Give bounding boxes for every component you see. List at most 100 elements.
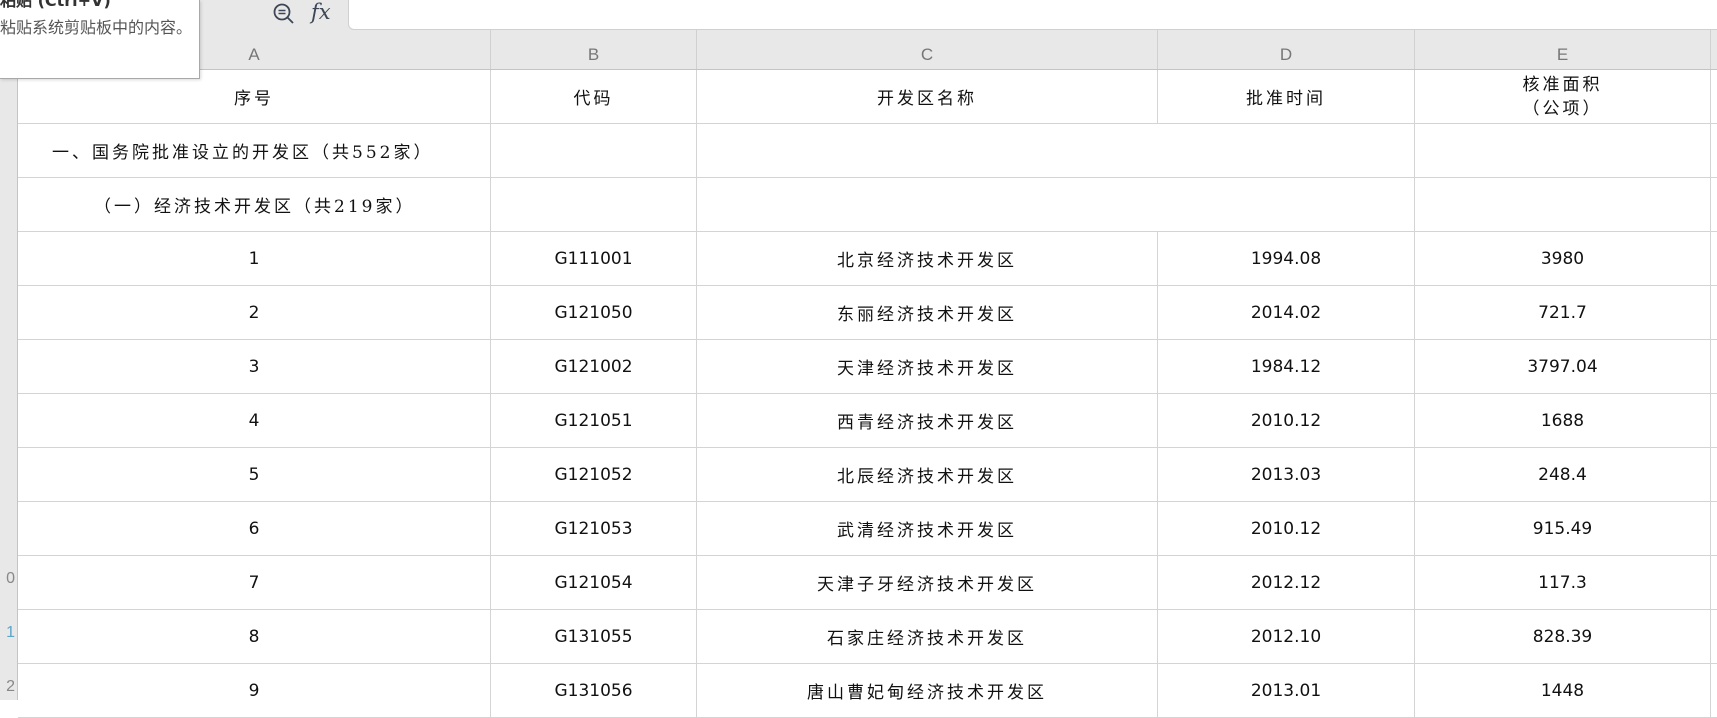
cell-no[interactable]: 4 <box>18 394 491 447</box>
cell-area[interactable]: 248.4 <box>1415 448 1711 501</box>
cell-name[interactable]: 天津子牙经济技术开发区 <box>697 556 1158 609</box>
cell[interactable]: 开发区名称 <box>697 70 1158 123</box>
cell-value: 3980 <box>1540 248 1585 269</box>
cell[interactable] <box>697 178 1158 231</box>
cell-code[interactable]: G131056 <box>491 664 697 717</box>
cell-code[interactable]: G121054 <box>491 556 697 609</box>
cell[interactable]: 序号 <box>18 70 491 123</box>
cell-value: 9 <box>248 680 260 701</box>
cell-name[interactable]: 武清经济技术开发区 <box>697 502 1158 555</box>
column-header-b[interactable]: B <box>491 30 697 69</box>
cell-name[interactable]: 西青经济技术开发区 <box>697 394 1158 447</box>
cell-code[interactable]: G121050 <box>491 286 697 339</box>
cell-date[interactable]: 1994.08 <box>1158 232 1415 285</box>
cell-value: 1994.08 <box>1250 248 1322 269</box>
cell-value: 3 <box>248 356 260 377</box>
cell-date[interactable]: 2010.12 <box>1158 394 1415 447</box>
cell[interactable] <box>491 124 697 177</box>
section-title: 一、国务院批准设立的开发区（共552家） <box>52 143 434 163</box>
cell-value: 2012.12 <box>1250 572 1322 593</box>
cell-no[interactable]: 6 <box>18 502 491 555</box>
row-number[interactable]: 1 <box>6 624 15 641</box>
cell-code[interactable]: G121053 <box>491 502 697 555</box>
cell-area[interactable]: 828.39 <box>1415 610 1711 663</box>
formula-bar: fx <box>0 0 1717 30</box>
cell-date[interactable]: 1984.12 <box>1158 340 1415 393</box>
cell-date[interactable]: 2014.02 <box>1158 286 1415 339</box>
cell-code[interactable]: G121002 <box>491 340 697 393</box>
cell[interactable] <box>1158 178 1415 231</box>
zoom-out-icon[interactable] <box>272 2 296 26</box>
cell-area[interactable]: 3797.04 <box>1415 340 1711 393</box>
cell-name[interactable]: 唐山曹妃甸经济技术开发区 <box>697 664 1158 717</box>
cell-value: G121051 <box>554 410 633 431</box>
cell-date[interactable]: 2012.10 <box>1158 610 1415 663</box>
table-row: 3 G121002 天津经济技术开发区 1984.12 3797.04 <box>18 340 1717 394</box>
section-row: 一、国务院批准设立的开发区（共552家） <box>18 124 1717 178</box>
cell-date[interactable]: 2010.12 <box>1158 502 1415 555</box>
paste-tooltip: 粘贴 (Ctrl+V) 粘贴系统剪贴板中的内容。 <box>0 0 200 79</box>
cell-code[interactable]: G121051 <box>491 394 697 447</box>
cell-no[interactable]: 3 <box>18 340 491 393</box>
cell-no[interactable]: 8 <box>18 610 491 663</box>
cell-area[interactable]: 117.3 <box>1415 556 1711 609</box>
cell[interactable] <box>697 124 1158 177</box>
cell-date[interactable]: 2013.01 <box>1158 664 1415 717</box>
cell-date[interactable]: 2012.12 <box>1158 556 1415 609</box>
cell-code[interactable]: G111001 <box>491 232 697 285</box>
cell-value: 武清经济技术开发区 <box>837 521 1017 541</box>
cell[interactable] <box>1415 124 1711 177</box>
cell-no[interactable]: 2 <box>18 286 491 339</box>
fx-icon[interactable]: fx <box>311 0 331 24</box>
cell[interactable]: （一）经济技术开发区（共219家） <box>18 178 491 231</box>
column-header-c[interactable]: C <box>697 30 1158 69</box>
column-header-d[interactable]: D <box>1158 30 1415 69</box>
cell-no[interactable]: 7 <box>18 556 491 609</box>
cell-area[interactable]: 1448 <box>1415 664 1711 717</box>
column-header-a[interactable]: A <box>18 30 491 69</box>
cell-date[interactable]: 2013.03 <box>1158 448 1415 501</box>
cell-area[interactable]: 3980 <box>1415 232 1711 285</box>
table-row: 1 G111001 北京经济技术开发区 1994.08 3980 <box>18 232 1717 286</box>
formula-input[interactable] <box>348 0 1717 30</box>
cell[interactable] <box>491 178 697 231</box>
cell-code[interactable]: G121052 <box>491 448 697 501</box>
cell-value: G121002 <box>554 356 633 377</box>
row-number[interactable]: 2 <box>6 678 15 695</box>
table-row: 2 G121050 东丽经济技术开发区 2014.02 721.7 <box>18 286 1717 340</box>
cell[interactable]: 代码 <box>491 70 697 123</box>
cell-value: 东丽经济技术开发区 <box>837 305 1017 325</box>
cell-value: G121054 <box>554 572 633 593</box>
cell-value: 2013.01 <box>1250 680 1322 701</box>
column-headers: A B C D E <box>0 30 1717 70</box>
column-header-e[interactable]: E <box>1415 30 1711 69</box>
cell-value: 2013.03 <box>1250 464 1322 485</box>
cell-value: 4 <box>248 410 260 431</box>
cell-value: 6 <box>248 518 260 539</box>
table-row: 9 G131056 唐山曹妃甸经济技术开发区 2013.01 1448 <box>18 664 1717 718</box>
cell[interactable]: 核准面积 （公项） <box>1415 70 1711 123</box>
cell-area[interactable]: 915.49 <box>1415 502 1711 555</box>
cell-name[interactable]: 天津经济技术开发区 <box>697 340 1158 393</box>
tooltip-title: 粘贴 (Ctrl+V) <box>0 0 111 10</box>
cell-no[interactable]: 1 <box>18 232 491 285</box>
cell-name[interactable]: 北京经济技术开发区 <box>697 232 1158 285</box>
cell-area[interactable]: 1688 <box>1415 394 1711 447</box>
row-number[interactable]: 0 <box>6 570 15 587</box>
cell-no[interactable]: 9 <box>18 664 491 717</box>
cell-no[interactable]: 5 <box>18 448 491 501</box>
header-label: 序号 <box>234 89 274 109</box>
cell[interactable] <box>1158 124 1415 177</box>
cell-value: 1 <box>248 248 260 269</box>
cell-name[interactable]: 石家庄经济技术开发区 <box>697 610 1158 663</box>
cell-code[interactable]: G131055 <box>491 610 697 663</box>
cell-name[interactable]: 北辰经济技术开发区 <box>697 448 1158 501</box>
cell[interactable]: 批准时间 <box>1158 70 1415 123</box>
cell-name[interactable]: 东丽经济技术开发区 <box>697 286 1158 339</box>
cell[interactable] <box>1415 178 1711 231</box>
header-label: 代码 <box>573 89 614 109</box>
cell[interactable]: 一、国务院批准设立的开发区（共552家） <box>18 124 491 177</box>
table-row: 5 G121052 北辰经济技术开发区 2013.03 248.4 <box>18 448 1717 502</box>
cell-area[interactable]: 721.7 <box>1415 286 1711 339</box>
cell-value: 唐山曹妃甸经济技术开发区 <box>807 683 1047 703</box>
